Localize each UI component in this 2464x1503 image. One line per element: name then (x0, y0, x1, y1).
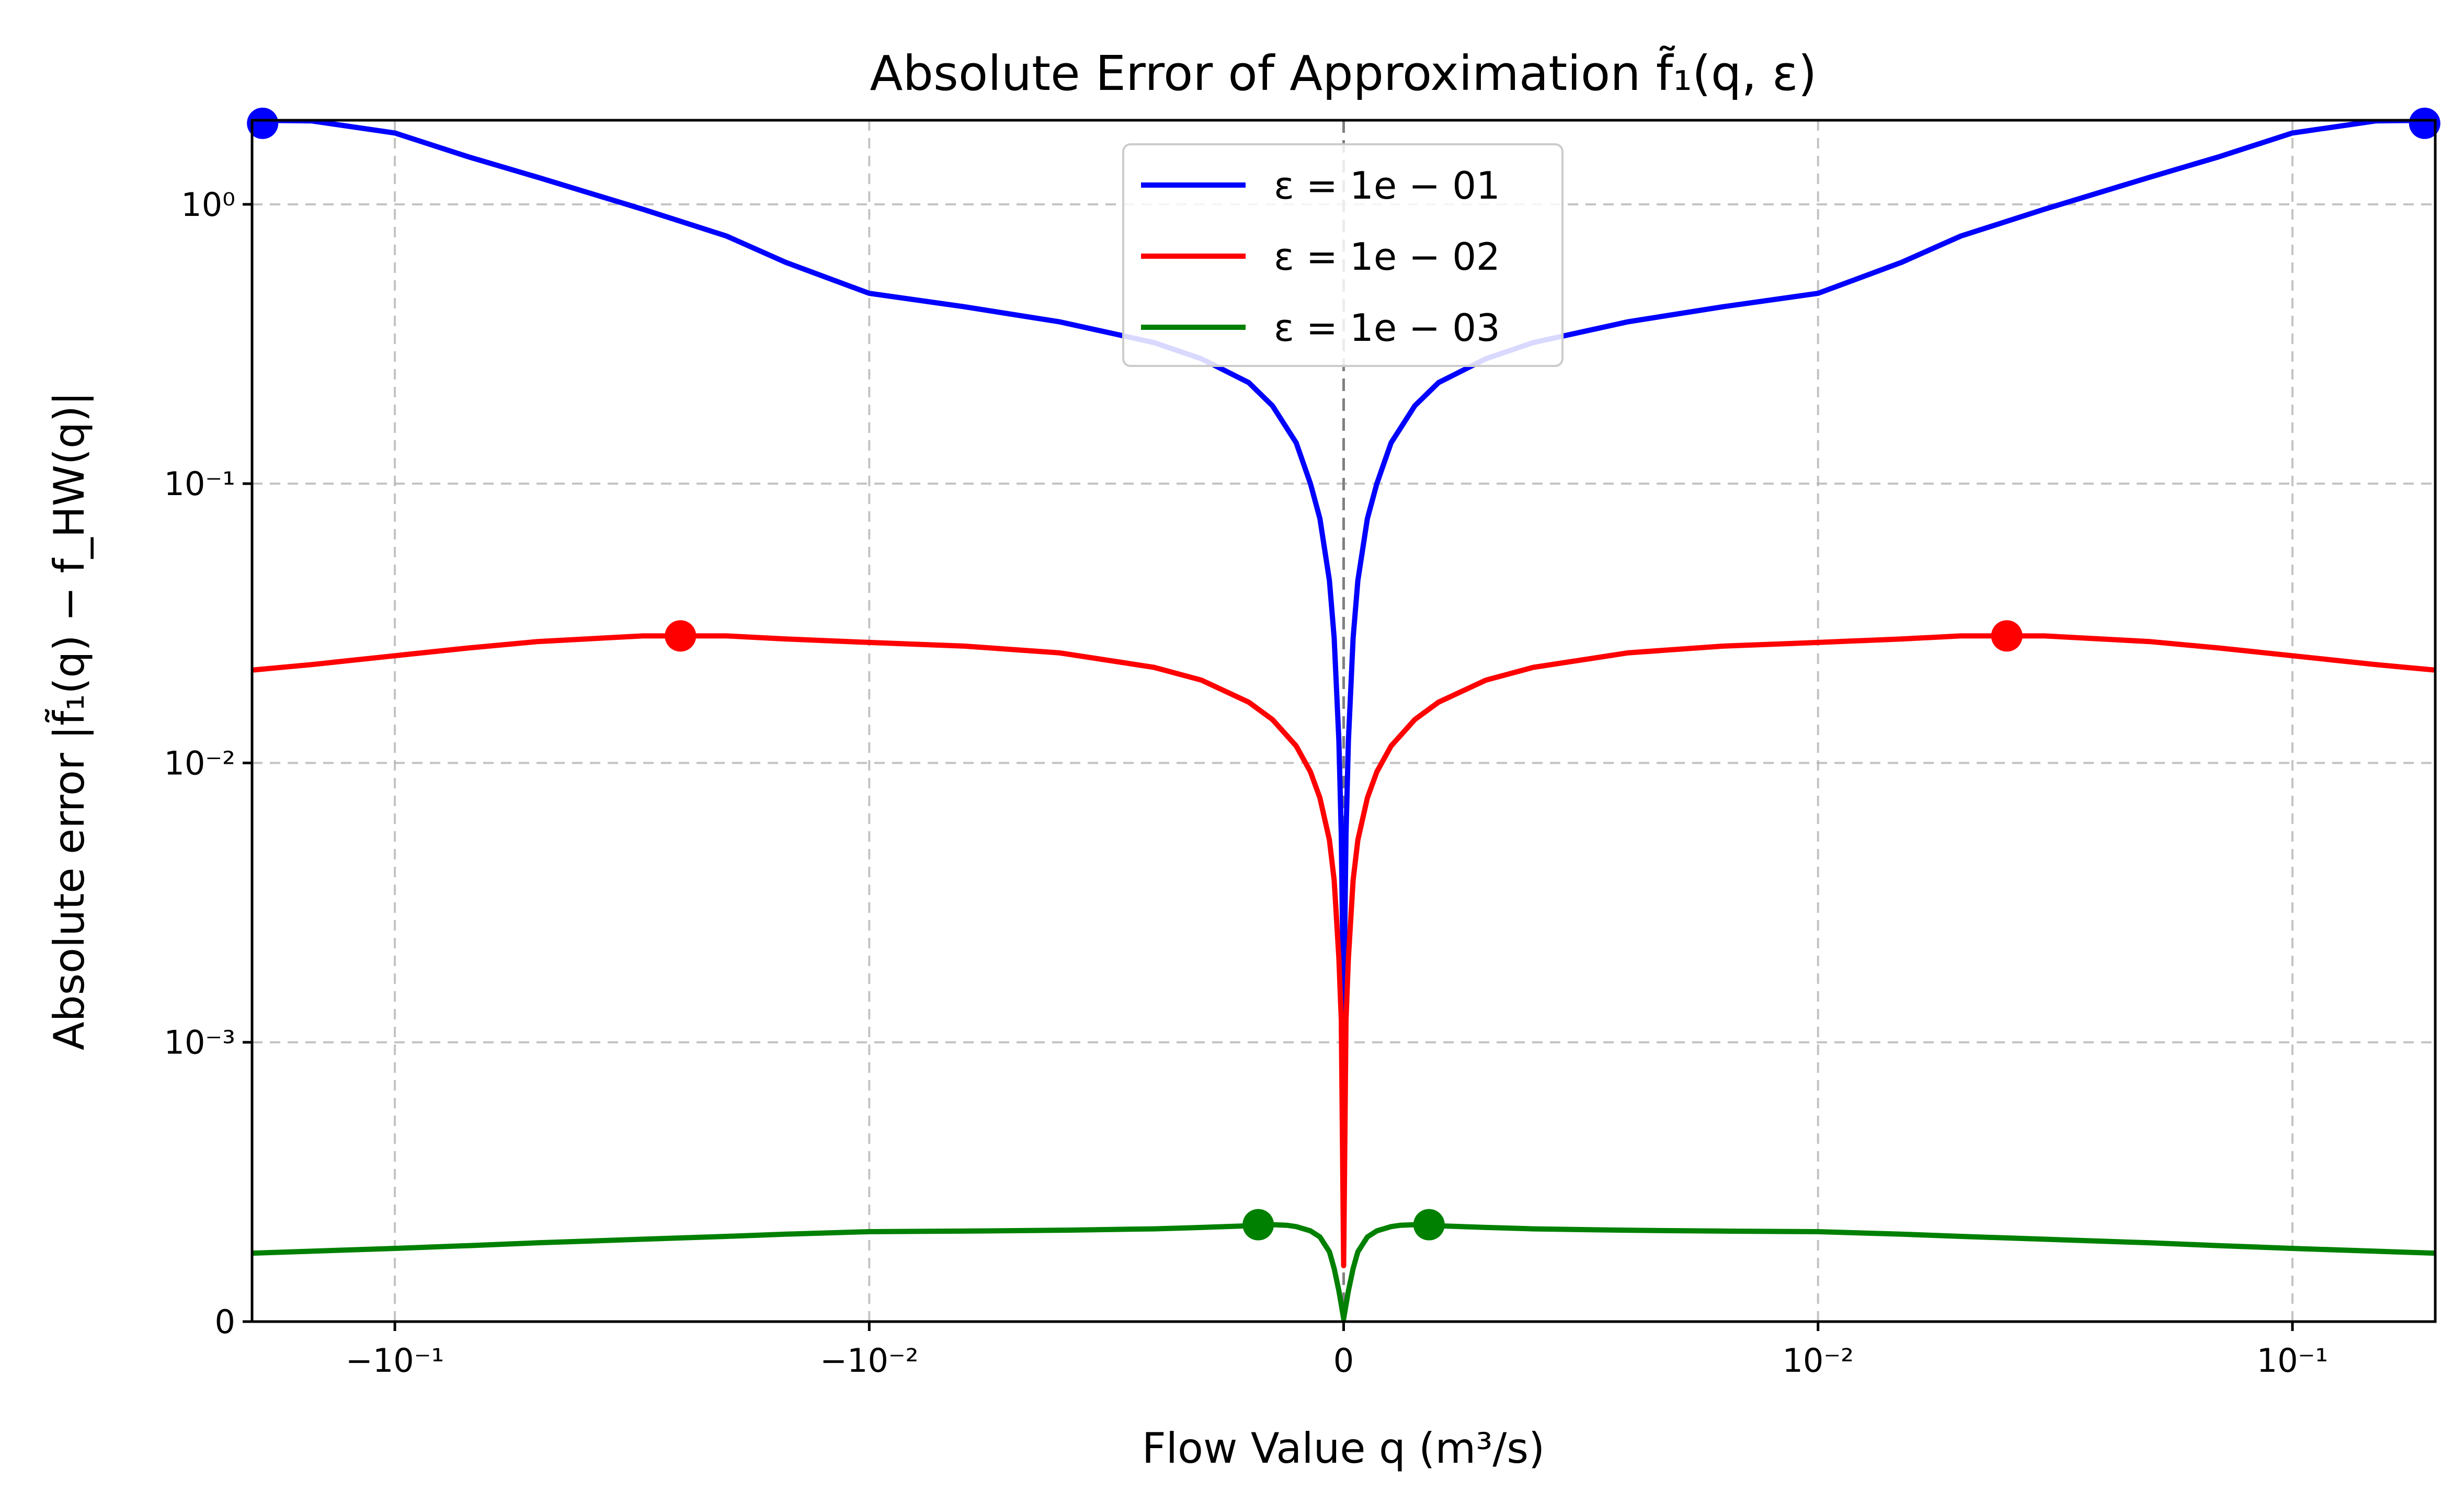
y-tick-label: 10⁻¹ (164, 465, 235, 503)
y-axis-label: Absolute error |f̃₁(q) − f_HW(q)| (44, 392, 94, 1050)
y-tick-label: 10⁻² (164, 744, 235, 782)
legend-label-2: ε = 1e − 02 (1274, 235, 1500, 279)
legend-items: ε = 1e − 01 ε = 1e − 02 ε = 1e − 03 (1141, 164, 1500, 350)
series-layer (252, 120, 2435, 1322)
x-tick-label: 10⁻² (1782, 1341, 1853, 1380)
series-1-marker (247, 107, 279, 139)
chart-title: Absolute Error of Approximation f̃₁(q, ε… (870, 45, 1817, 101)
legend: ε = 1e − 01 ε = 1e − 02 ε = 1e − 03 (1122, 143, 1564, 367)
series-3-marker (1413, 1209, 1445, 1241)
marker-layer (247, 107, 2440, 1241)
series-line-3 (252, 1222, 2435, 1322)
series-3-marker (1242, 1209, 1274, 1241)
x-tick-label: 0 (1333, 1341, 1354, 1380)
legend-box (1122, 143, 1564, 367)
x-axis-ticks: −10⁻¹ −10⁻² 0 10⁻² 10⁻¹ (346, 1322, 2328, 1380)
series-1-marker (2409, 107, 2440, 139)
y-tick-label: 10⁻³ (164, 1024, 235, 1062)
x-tick-label: −10⁻² (820, 1341, 918, 1380)
x-tick-label: 10⁻¹ (2257, 1341, 2328, 1380)
series-2-marker (665, 620, 697, 652)
legend-label-3: ε = 1e − 03 (1274, 306, 1500, 350)
x-tick-label: −10⁻¹ (346, 1341, 444, 1380)
y-tick-label: 0 (215, 1303, 235, 1341)
y-axis-ticks: 0 10⁻³ 10⁻² 10⁻¹ 10⁰ (164, 186, 252, 1341)
x-axis-label: Flow Value q (m³/s) (1142, 1424, 1545, 1473)
series-2-marker (1991, 620, 2023, 652)
series-line-2 (252, 633, 2435, 1269)
legend-label-1: ε = 1e − 01 (1274, 164, 1500, 208)
y-tick-label: 10⁰ (181, 186, 235, 224)
